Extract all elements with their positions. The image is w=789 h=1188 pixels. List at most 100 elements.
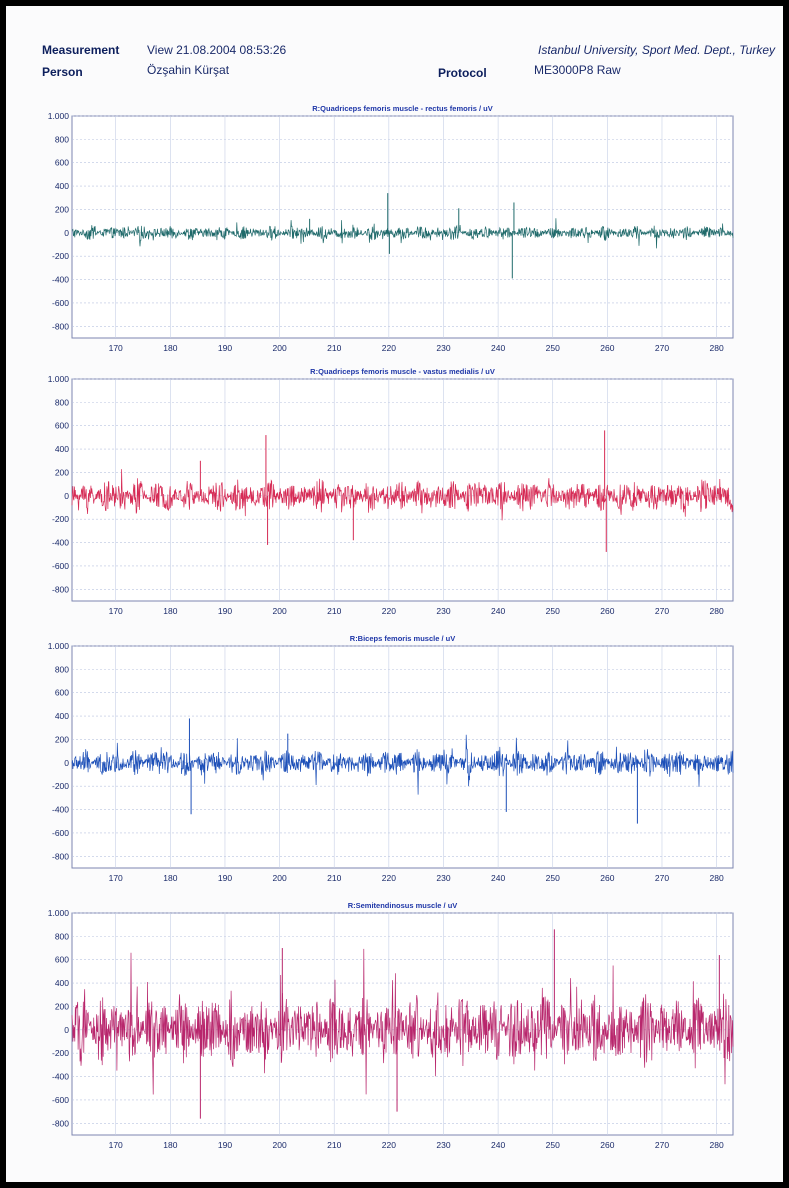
x-tick-label: 240 (491, 873, 505, 883)
x-tick-label: 210 (327, 606, 341, 616)
y-tick-label: -800 (52, 584, 69, 594)
x-tick-label: 200 (272, 606, 286, 616)
chart-title: R:Semitendinosus muscle / uV (347, 901, 458, 910)
x-tick-label: 280 (710, 343, 724, 353)
y-tick-label: -200 (52, 781, 69, 791)
plot-area (71, 115, 734, 339)
person-value: Özşahin Kürşat (147, 63, 230, 77)
y-tick-label: -800 (52, 321, 69, 331)
y-tick-label: 400 (55, 711, 69, 721)
y-tick-label: -400 (52, 275, 69, 285)
y-tick-label: -400 (52, 805, 69, 815)
y-tick-label: 400 (55, 444, 69, 454)
y-tick-label: -200 (52, 251, 69, 261)
x-tick-label: 260 (600, 1140, 614, 1150)
x-tick-label: 170 (109, 343, 123, 353)
x-tick-label: 210 (327, 873, 341, 883)
x-tick-label: 270 (655, 606, 669, 616)
x-tick-label: 230 (436, 343, 450, 353)
x-tick-label: 230 (436, 606, 450, 616)
x-tick-label: 210 (327, 343, 341, 353)
chart-title: R:Quadriceps femoris muscle - rectus fem… (312, 104, 493, 113)
measurement-label: Measurement (42, 43, 120, 57)
x-tick-label: 170 (109, 1140, 123, 1150)
signal-trace (71, 948, 734, 1095)
y-tick-label: 0 (64, 1025, 69, 1035)
x-tick-label: 190 (218, 873, 232, 883)
y-tick-label: 200 (55, 204, 69, 214)
protocol-value: ME3000P8 Raw (534, 63, 621, 77)
y-tick-label: 1.000 (48, 374, 70, 384)
y-tick-label: 600 (55, 955, 69, 965)
report-sheet: Measurement View 21.08.2004 08:53:26 Ist… (6, 6, 783, 1182)
y-tick-label: 0 (64, 491, 69, 501)
emg-chart: 1.000 800 600 400 200 0 -200 -400 -600 -800 170 180… (48, 374, 734, 616)
protocol-label: Protocol (438, 66, 487, 80)
y-tick-label: -800 (52, 1118, 69, 1128)
y-tick-label: 800 (55, 397, 69, 407)
emg-chart: 1.000 800 600 400 200 0 -200 -400 -600 -800 170 180… (48, 111, 734, 353)
x-tick-label: 200 (272, 1140, 286, 1150)
x-tick-label: 260 (600, 606, 614, 616)
x-tick-label: 250 (546, 606, 560, 616)
y-tick-label: -600 (52, 298, 69, 308)
y-tick-label: 1.000 (48, 111, 70, 121)
y-tick-label: 200 (55, 734, 69, 744)
y-tick-label: 1.000 (48, 908, 70, 918)
x-tick-label: 180 (163, 606, 177, 616)
x-tick-label: 170 (109, 873, 123, 883)
x-tick-label: 190 (218, 343, 232, 353)
person-label: Person (42, 65, 83, 79)
x-tick-label: 280 (710, 873, 724, 883)
x-tick-label: 260 (600, 343, 614, 353)
x-tick-label: 270 (655, 1140, 669, 1150)
institution-name: Istanbul University, Sport Med. Dept., T… (538, 43, 775, 57)
x-tick-label: 200 (272, 343, 286, 353)
x-tick-label: 280 (710, 1140, 724, 1150)
y-tick-label: 800 (55, 134, 69, 144)
x-tick-label: 180 (163, 1140, 177, 1150)
y-tick-label: 0 (64, 228, 69, 238)
x-tick-label: 210 (327, 1140, 341, 1150)
x-tick-label: 240 (491, 343, 505, 353)
x-tick-label: 220 (382, 1140, 396, 1150)
chart-title: R:Quadriceps femoris muscle - vastus med… (310, 367, 495, 376)
y-tick-label: -200 (52, 514, 69, 524)
x-tick-label: 190 (218, 1140, 232, 1150)
chart-title: R:Biceps femoris muscle / uV (349, 634, 456, 643)
x-tick-label: 220 (382, 343, 396, 353)
signal-trace (71, 734, 734, 795)
signal-trace (71, 218, 734, 249)
x-tick-label: 260 (600, 873, 614, 883)
x-tick-label: 250 (546, 343, 560, 353)
x-tick-label: 250 (546, 1140, 560, 1150)
emg-chart: 1.000 800 600 400 200 0 -200 -400 -600 -800 170 180… (48, 908, 734, 1150)
x-tick-label: 280 (710, 606, 724, 616)
plot-area (71, 645, 734, 869)
x-tick-label: 270 (655, 873, 669, 883)
x-tick-label: 230 (436, 873, 450, 883)
y-tick-label: -200 (52, 1048, 69, 1058)
x-tick-label: 220 (382, 606, 396, 616)
emg-chart: 1.000 800 600 400 200 0 -200 -400 -600 -800 170 180… (48, 641, 734, 883)
x-tick-label: 180 (163, 343, 177, 353)
x-tick-label: 240 (491, 1140, 505, 1150)
x-tick-label: 200 (272, 873, 286, 883)
x-tick-label: 220 (382, 873, 396, 883)
y-tick-label: 400 (55, 181, 69, 191)
y-tick-label: 200 (55, 467, 69, 477)
y-tick-label: 1.000 (48, 641, 70, 651)
y-tick-label: -600 (52, 561, 69, 571)
x-tick-label: 250 (546, 873, 560, 883)
y-tick-label: 600 (55, 158, 69, 168)
signal-trace (71, 469, 734, 521)
y-tick-label: 800 (55, 931, 69, 941)
x-tick-label: 230 (436, 1140, 450, 1150)
y-tick-label: 600 (55, 688, 69, 698)
y-tick-label: 0 (64, 758, 69, 768)
y-tick-label: -800 (52, 851, 69, 861)
x-tick-label: 170 (109, 606, 123, 616)
y-tick-label: 600 (55, 421, 69, 431)
y-tick-label: -600 (52, 1095, 69, 1105)
y-tick-label: -400 (52, 1072, 69, 1082)
